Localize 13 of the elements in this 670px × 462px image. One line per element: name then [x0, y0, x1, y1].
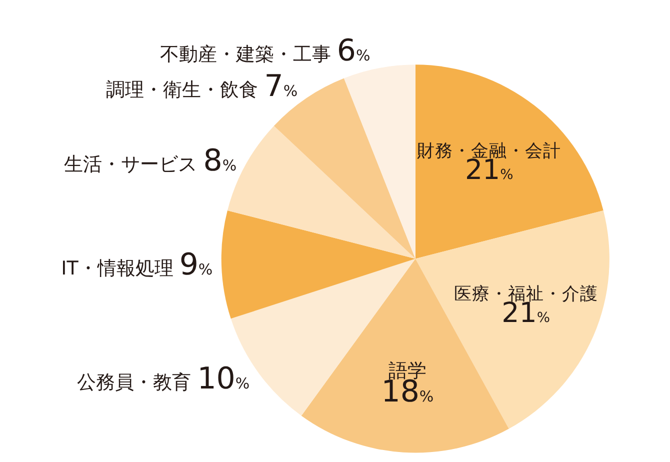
- pie-slice: [415, 64, 604, 259]
- data-label: 8%: [203, 144, 237, 179]
- data-label: 7%: [264, 68, 298, 104]
- slice-label: 生活・サービス: [64, 154, 198, 176]
- data-label: 10%: [197, 361, 250, 396]
- slice-label: 公務員・教育: [77, 371, 192, 394]
- pie-slice: [221, 210, 416, 319]
- slice-label: IT・情報処理: [61, 257, 174, 280]
- data-label: 9%: [179, 247, 213, 282]
- data-label: 6%: [336, 34, 370, 69]
- slice-label: 不動産・建築・工事: [160, 44, 331, 66]
- slice-label: 調理・衛生・飲食: [106, 78, 258, 101]
- pie-slice: [344, 64, 416, 259]
